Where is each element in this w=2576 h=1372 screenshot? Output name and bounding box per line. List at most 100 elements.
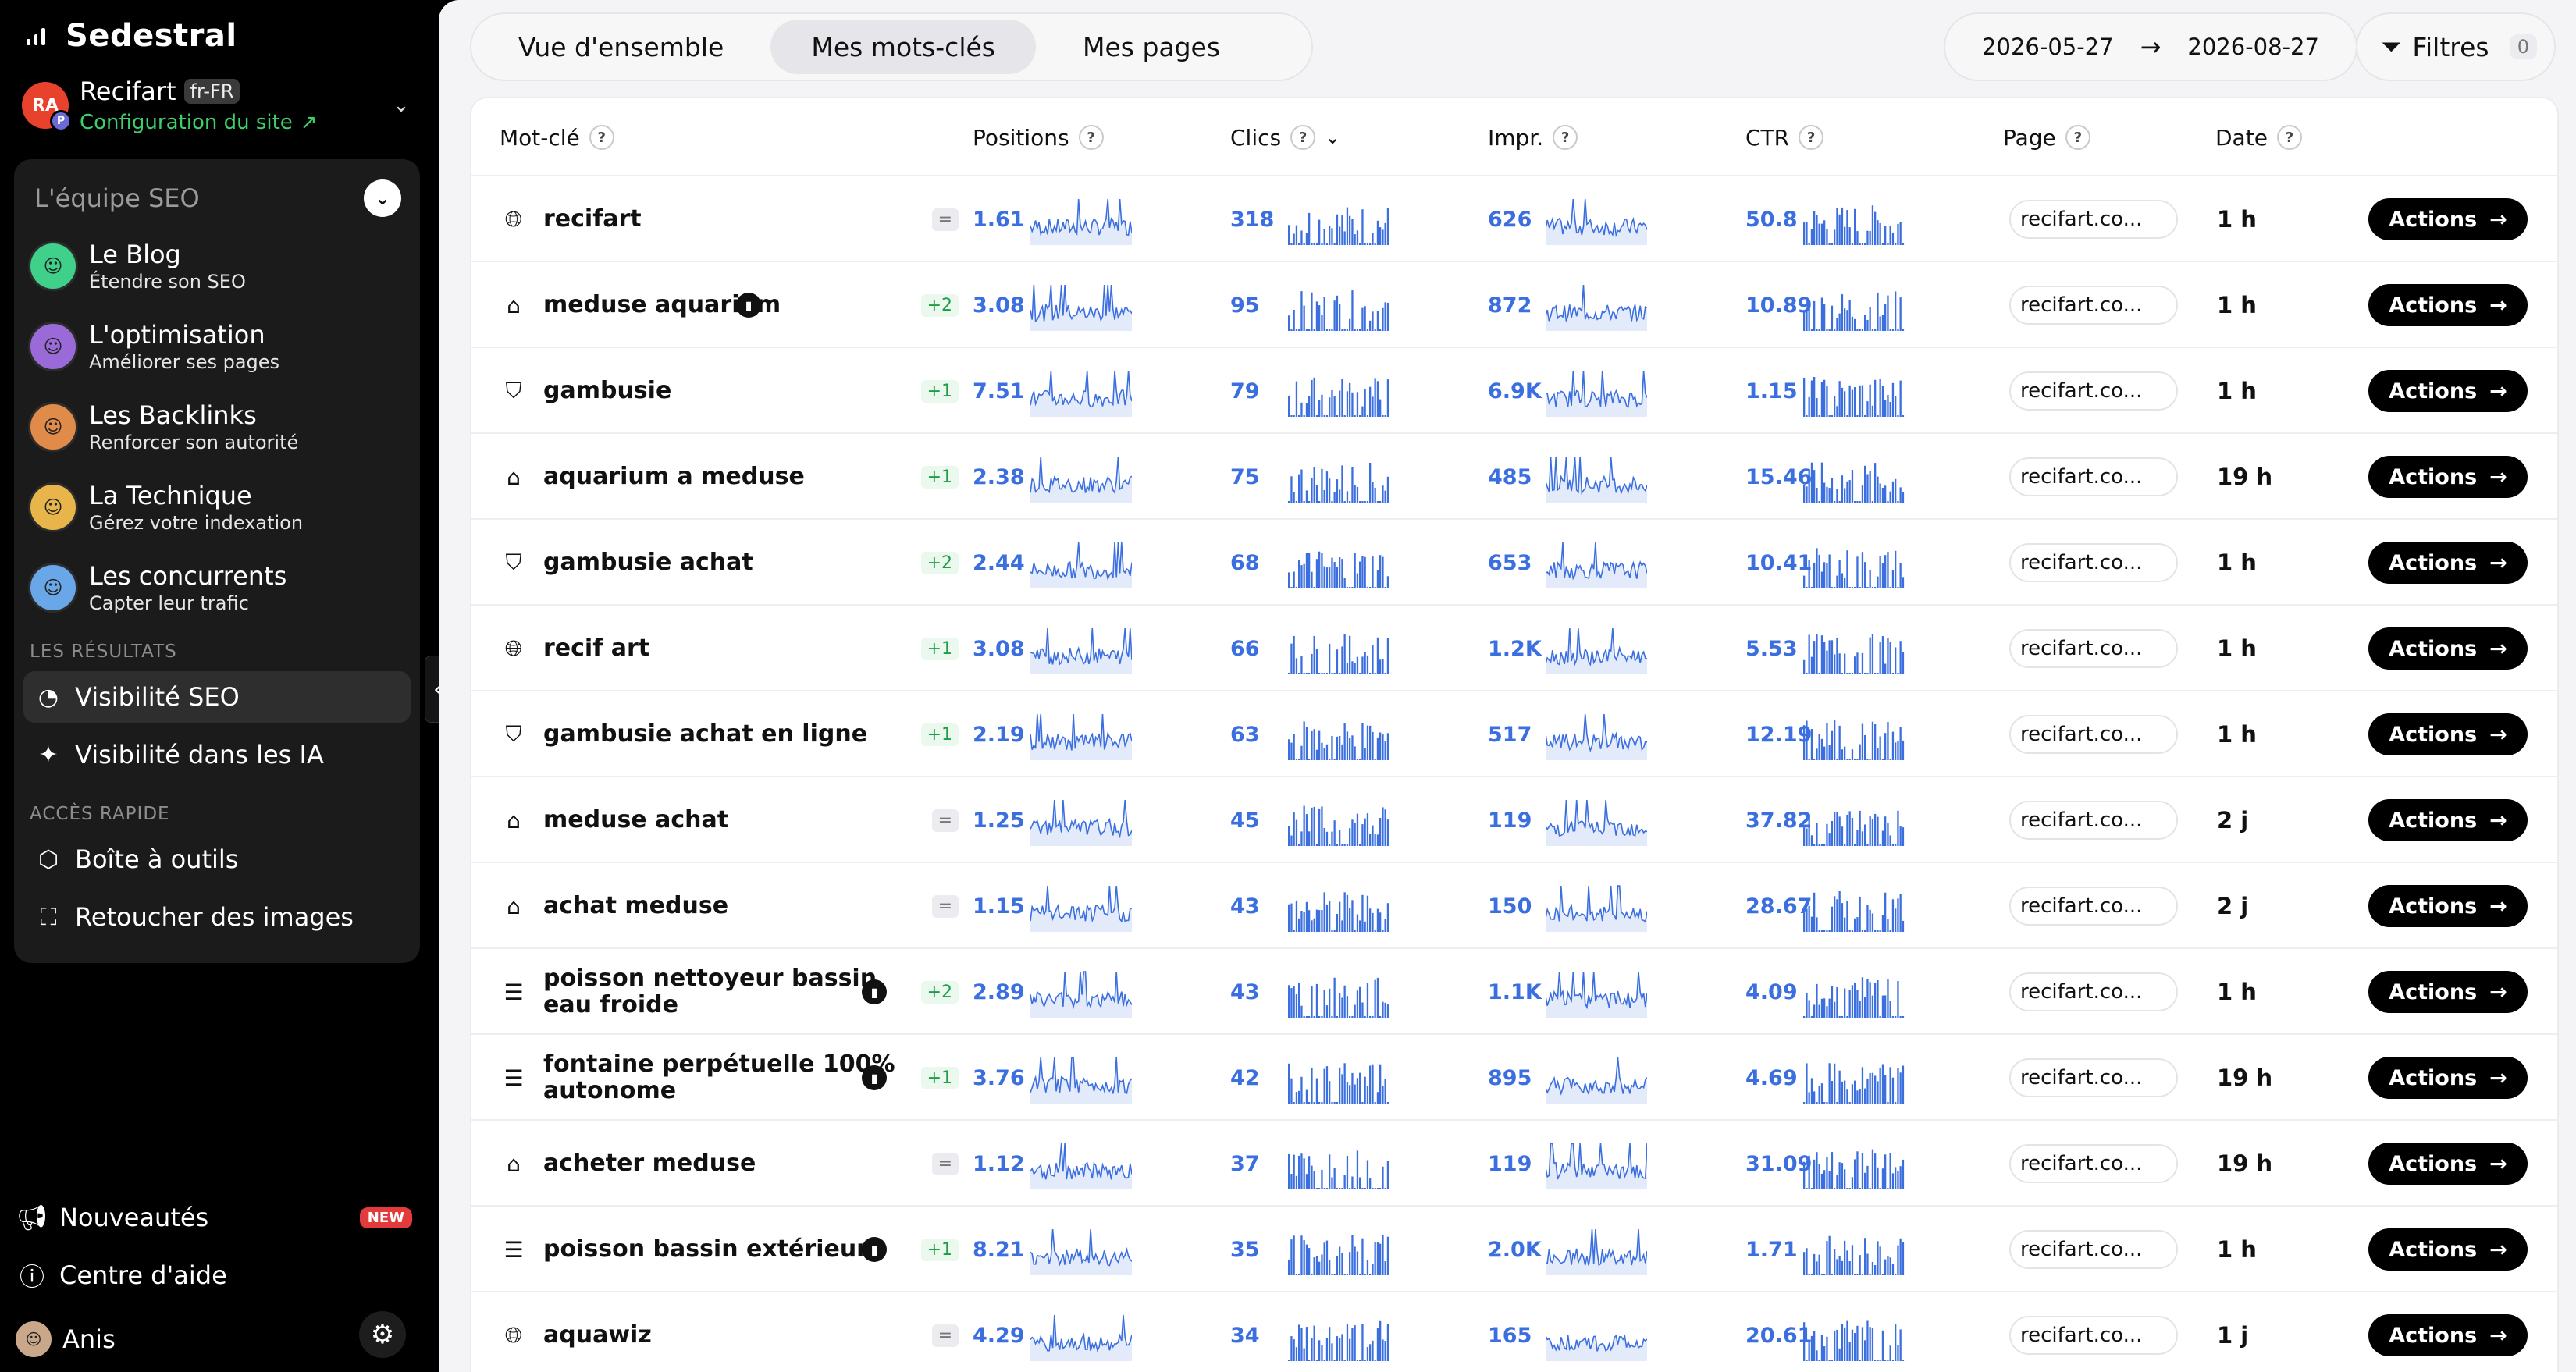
actions-button[interactable]: Actions → [2368,971,2528,1013]
table-row[interactable]: 🌐︎ aquawiz = 4.29 34 165 20.61 recifart.co... 1 … [471,1292,2557,1372]
keyword-text[interactable]: recif art [543,634,650,662]
nav-visibilite-ia[interactable]: ✦ Visibilité dans les IA [23,729,411,780]
help-icon[interactable]: ? [1290,125,1316,150]
table-row[interactable]: ⌂ achat meduse = 1.15 43 150 28.67 recifart.co.… [471,863,2557,949]
agent-backlinks[interactable]: ☺ Les Backlinks Renforcer son autorité [28,392,403,462]
keyword-text[interactable]: recifart [543,204,642,233]
help-icon[interactable]: ? [1078,125,1104,150]
agent-blog[interactable]: ☺ Le Blog Étendre son SEO [28,231,403,301]
page-pill[interactable]: recifart.co... [2009,1058,2178,1097]
site-config-link[interactable]: Configuration du site ↗ [80,111,318,134]
table-row[interactable]: ⌂ acheter meduse = 1.12 37 119 31.09 recifart.c… [471,1121,2557,1207]
keyword-text[interactable]: poisson bassin extérieur [543,1235,868,1263]
user-profile[interactable]: ☺ Anis [16,1316,422,1363]
page-pill[interactable]: recifart.co... [2009,972,2178,1011]
actions-button[interactable]: Actions → [2368,1228,2528,1271]
col-positions[interactable]: Positions? [973,122,1104,153]
col-ctr[interactable]: CTR? [1745,122,1824,153]
keyword-text[interactable]: meduse achat [543,805,729,834]
page-pill[interactable]: recifart.co... [2009,801,2178,840]
actions-button[interactable]: Actions → [2368,1057,2528,1099]
table-row[interactable]: ☰ poisson bassin extérieur ▮ +1 8.21 35 2.0K 1.… [471,1207,2557,1292]
actions-button[interactable]: Actions → [2368,284,2528,326]
table-row[interactable]: 🌐︎ recif art +1 3.08 66 1.2K 5.53 recifart.co..… [471,606,2557,691]
keyword-text[interactable]: gambusie [543,376,672,404]
brand[interactable]: Sedestral [22,17,237,55]
actions-button[interactable]: Actions → [2368,713,2528,755]
col-page[interactable]: Page? [2003,122,2090,153]
table-row[interactable]: ⌂ meduse achat = 1.25 45 119 37.82 recifart.co.… [471,777,2557,863]
actions-button[interactable]: Actions → [2368,198,2528,240]
actions-button[interactable]: Actions → [2368,370,2528,412]
keyword-text[interactable]: aquawiz [543,1320,652,1349]
tab-mes-mots-cles[interactable]: Mes mots-clés [770,20,1036,74]
help-icon[interactable]: ? [589,125,614,150]
table-row[interactable]: ☰ fontaine perpétuelle 100% autonome ▮ +1 3.… [471,1035,2557,1121]
actions-button[interactable]: Actions → [2368,542,2528,584]
nav-nouveautes[interactable]: 📢︎ Nouveautés NEW [16,1194,422,1241]
nav-visibilite-seo[interactable]: ◔ Visibilité SEO [23,671,411,723]
sparkline [1803,1320,1905,1361]
nav-centre-aide[interactable]: ⓘ Centre d'aide [16,1252,422,1299]
page-pill[interactable]: recifart.co... [2009,887,2178,926]
position-value: 3.76 [973,1065,1025,1090]
help-icon[interactable]: ? [1553,125,1578,150]
gear-icon[interactable]: ⚙ [359,1311,406,1358]
actions-button[interactable]: Actions → [2368,799,2528,841]
actions-button[interactable]: Actions → [2368,1314,2528,1356]
nav-boite-a-outils[interactable]: ⬡ Boîte à outils [23,834,411,885]
agent-optimisation[interactable]: ☺ L'optimisation Améliorer ses pages [28,311,403,382]
col-keyword[interactable]: Mot-clé? [500,122,614,153]
page-pill[interactable]: recifart.co... [2009,543,2178,582]
keyword-text[interactable]: achat meduse [543,891,729,919]
nav-retoucher-images[interactable]: ⛶ Retoucher des images [23,891,411,943]
help-icon[interactable]: ? [1799,125,1824,150]
table-row[interactable]: ⌂ meduse aquarium ▮ +2 3.08 95 872 10.89 recifar… [471,262,2557,348]
page-pill[interactable]: recifart.co... [2009,1144,2178,1183]
keyword-text[interactable]: fontaine perpétuelle 100% autonome [543,1050,895,1104]
table-row[interactable]: ⛉ gambusie achat +2 2.44 68 653 10.41 recifart.… [471,520,2557,606]
page-pill[interactable]: recifart.co... [2009,1230,2178,1269]
actions-button[interactable]: Actions → [2368,885,2528,927]
site-selector[interactable]: RA P Recifart fr-FR Configuration du site ↗… [22,75,417,136]
keyword-text[interactable]: meduse aquarium [543,290,781,318]
date-range-picker[interactable]: 2026-05-27 → 2026-08-27 [1944,12,2357,81]
sparkline [1288,977,1389,1018]
help-icon[interactable]: ? [2276,125,2302,150]
actions-button[interactable]: Actions → [2368,456,2528,498]
table-row[interactable]: 🌐︎ recifart = 1.61 318 626 50.8 recifart.co... 1… [471,176,2557,262]
col-date[interactable]: Date? [2215,122,2302,153]
col-impressions[interactable]: Impr.? [1488,122,1578,153]
table-row[interactable]: ⛉ gambusie +1 7.51 79 6.9K 1.15 recifart.co... 1… [471,348,2557,434]
table-row[interactable]: ⌂ aquarium a meduse +1 2.38 75 485 15.46 recifa… [471,434,2557,520]
help-icon[interactable]: ? [2065,125,2090,150]
keyword-text[interactable]: acheter meduse [543,1149,756,1177]
page-pill[interactable]: recifart.co... [2009,200,2178,239]
ai-chart-badge-icon: ▮ [862,1237,887,1262]
keyword-text[interactable]: poisson nettoyeur bassin eau froide [543,964,877,1018]
agent-concurrents[interactable]: ☺ Les concurrents Capter leur trafic [28,553,403,623]
page-pill[interactable]: recifart.co... [2009,457,2178,496]
keyword-text[interactable]: gambusie achat [543,548,753,576]
page-pill[interactable]: recifart.co... [2009,371,2178,411]
page-pill[interactable]: recifart.co... [2009,1316,2178,1355]
tab-mes-pages[interactable]: Mes pages [1082,31,1221,62]
actions-button[interactable]: Actions → [2368,1143,2528,1185]
actions-button[interactable]: Actions → [2368,627,2528,670]
keyword-text[interactable]: aquarium a meduse [543,462,805,490]
page-pill[interactable]: recifart.co... [2009,629,2178,668]
sort-desc-chevron-icon[interactable]: ⌄ [1325,126,1341,148]
table-row[interactable]: ⛉ gambusie achat en ligne +1 2.19 63 517 12.19… [471,691,2557,777]
chevron-down-icon[interactable]: ⌄ [393,94,410,117]
table-row[interactable]: ☰ poisson nettoyeur bassin eau froide ▮ +2 2… [471,949,2557,1035]
page-pill[interactable]: recifart.co... [2009,286,2178,325]
page-pill[interactable]: recifart.co... [2009,715,2178,754]
tab-vue-ensemble[interactable]: Vue d'ensemble [518,31,724,62]
arrow-right-icon: → [2489,636,2507,661]
agent-technique[interactable]: ☺ La Technique Gérez votre indexation [28,472,403,542]
col-clicks[interactable]: Clics? ⌄ [1230,124,1341,151]
filters-button[interactable]: ⏷ Filtres 0 [2356,12,2556,81]
collapse-team-toggle[interactable]: ⌄ [364,179,401,217]
keyword-text[interactable]: gambusie achat en ligne [543,720,868,748]
sparkline [1288,290,1389,331]
